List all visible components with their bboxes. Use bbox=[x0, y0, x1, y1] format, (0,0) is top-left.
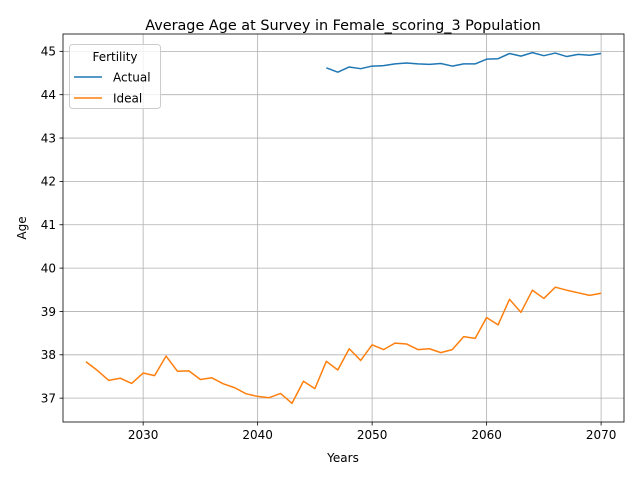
y-tick-label: 37 bbox=[41, 391, 56, 405]
chart-title: Average Age at Survey in Female_scoring_… bbox=[145, 18, 541, 34]
y-tick-label: 43 bbox=[41, 131, 56, 145]
y-tick-label: 41 bbox=[41, 218, 56, 232]
x-tick-label: 2060 bbox=[471, 428, 502, 442]
legend-title: Fertility bbox=[92, 50, 137, 64]
x-tick-label: 2070 bbox=[586, 428, 617, 442]
x-tick-label: 2050 bbox=[357, 428, 388, 442]
y-axis-ticks: 37 38 39 40 41 42 43 44 45 bbox=[41, 45, 63, 405]
legend: Fertility Actual Ideal bbox=[69, 44, 161, 109]
plot-frame bbox=[62, 33, 625, 423]
series-line-actual bbox=[326, 51, 602, 73]
y-tick-label: 39 bbox=[41, 305, 56, 319]
y-tick-label: 45 bbox=[41, 45, 56, 59]
y-tick-label: 42 bbox=[41, 175, 56, 189]
legend-label-actual: Actual bbox=[113, 70, 151, 84]
x-axis-ticks: 2030 2040 2050 2060 2070 bbox=[128, 422, 617, 442]
legend-label-ideal: Ideal bbox=[113, 91, 142, 105]
x-tick-label: 2030 bbox=[128, 428, 159, 442]
x-axis-label: Years bbox=[326, 451, 359, 465]
series-line-ideal bbox=[85, 286, 602, 405]
y-tick-label: 40 bbox=[41, 261, 56, 275]
y-tick-label: 44 bbox=[41, 88, 56, 102]
legend-box bbox=[69, 44, 161, 109]
y-tick-label: 38 bbox=[41, 348, 56, 362]
grid-lines bbox=[63, 34, 624, 422]
series-lines bbox=[85, 51, 602, 405]
x-tick-label: 2040 bbox=[242, 428, 273, 442]
y-axis-label: Age bbox=[15, 216, 29, 239]
legend-entries: Actual Ideal bbox=[74, 70, 151, 105]
